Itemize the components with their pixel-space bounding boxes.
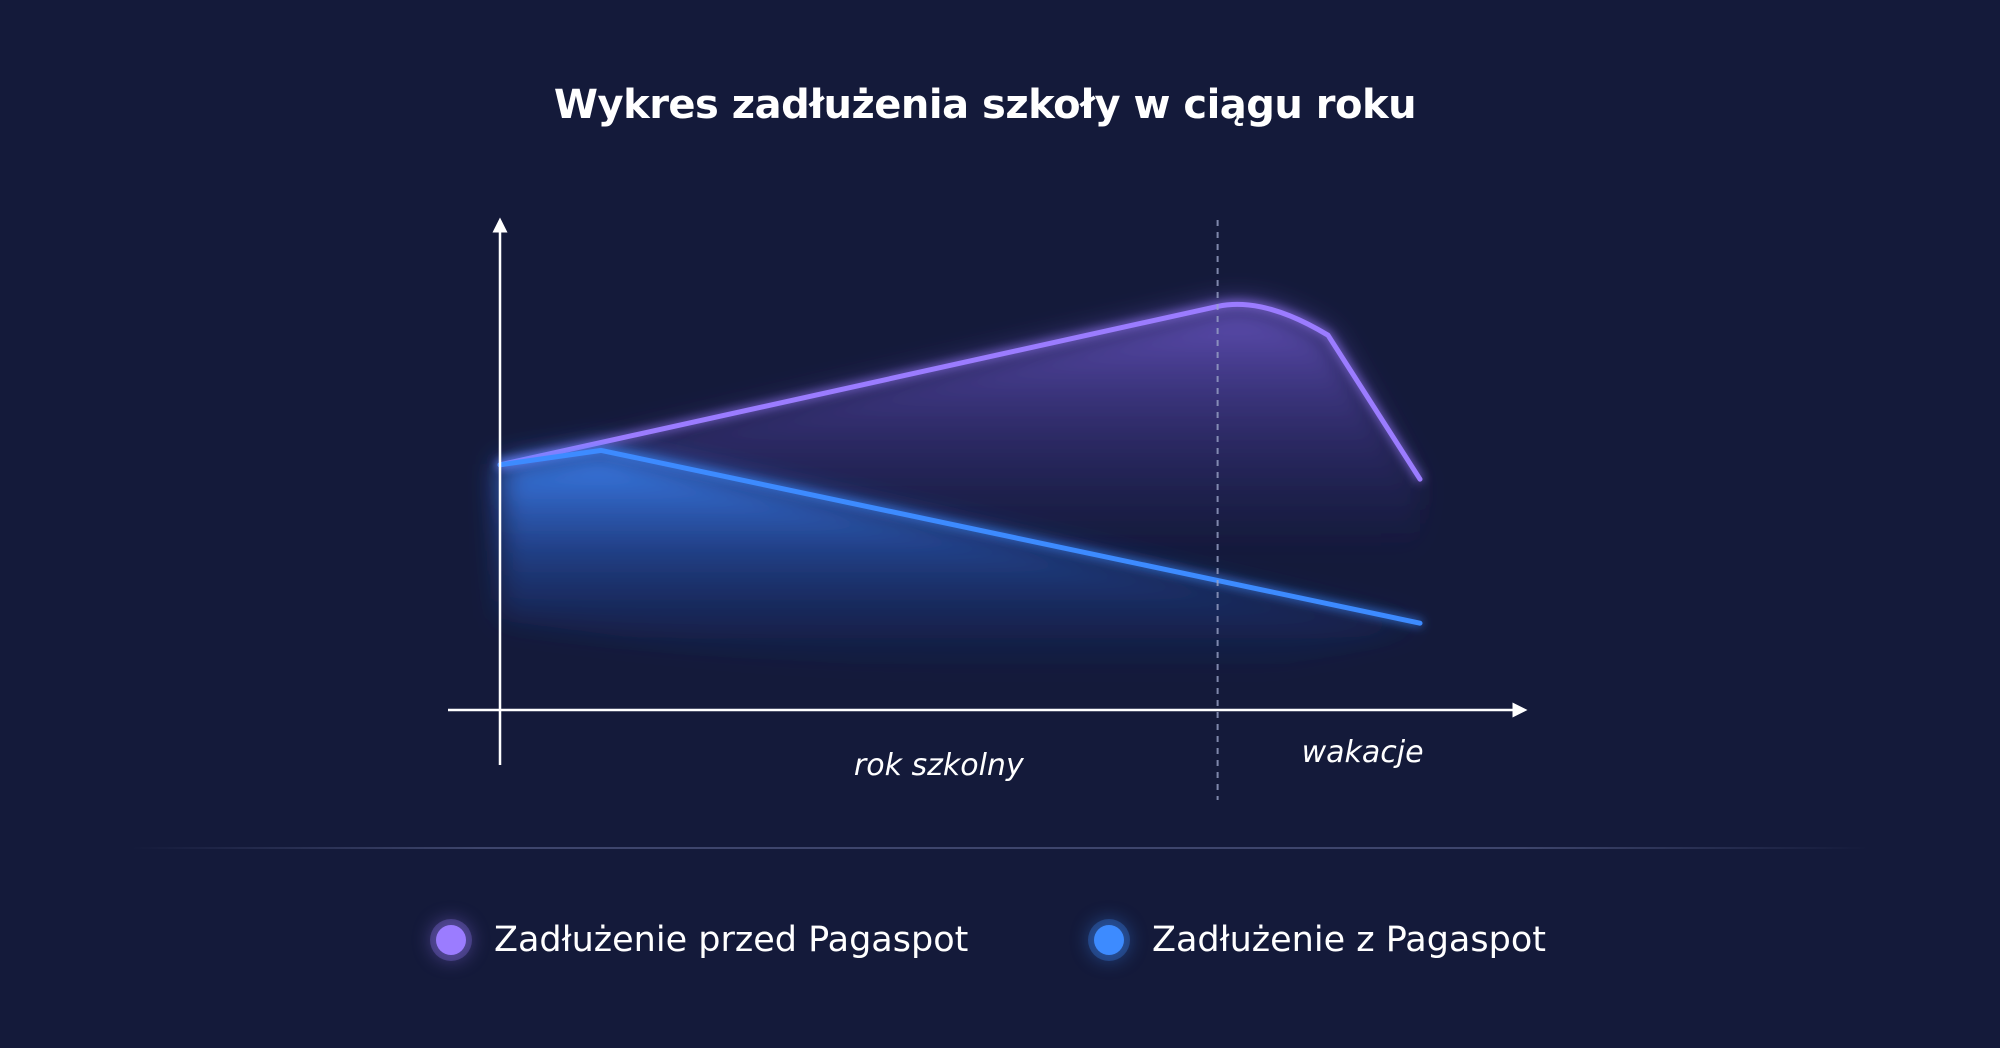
legend-separator: [130, 847, 1870, 849]
legend-item-with: Zadłużenie z Pagaspot: [1094, 910, 1546, 970]
series-with-area: [500, 450, 1420, 671]
chart-legend: Zadłużenie przed Pagaspot Zadłużenie z P…: [0, 910, 2000, 970]
series-with-line: [497, 447, 1423, 626]
x-region-label-school-year: rok szkolny: [854, 748, 1025, 783]
chart-title: Wykres zadłużenia szkoły w ciągu roku: [553, 82, 1417, 128]
series-before-line: [497, 301, 1423, 482]
legend-item-before: Zadłużenie przed Pagaspot: [436, 910, 968, 970]
purple-dot-icon: [436, 925, 466, 955]
blue-dot-icon: [1094, 925, 1124, 955]
legend-label-with: Zadłużenie z Pagaspot: [1152, 920, 1546, 960]
x-region-label-holidays: wakacje: [1302, 735, 1424, 770]
legend-label-before: Zadłużenie przed Pagaspot: [494, 920, 969, 960]
